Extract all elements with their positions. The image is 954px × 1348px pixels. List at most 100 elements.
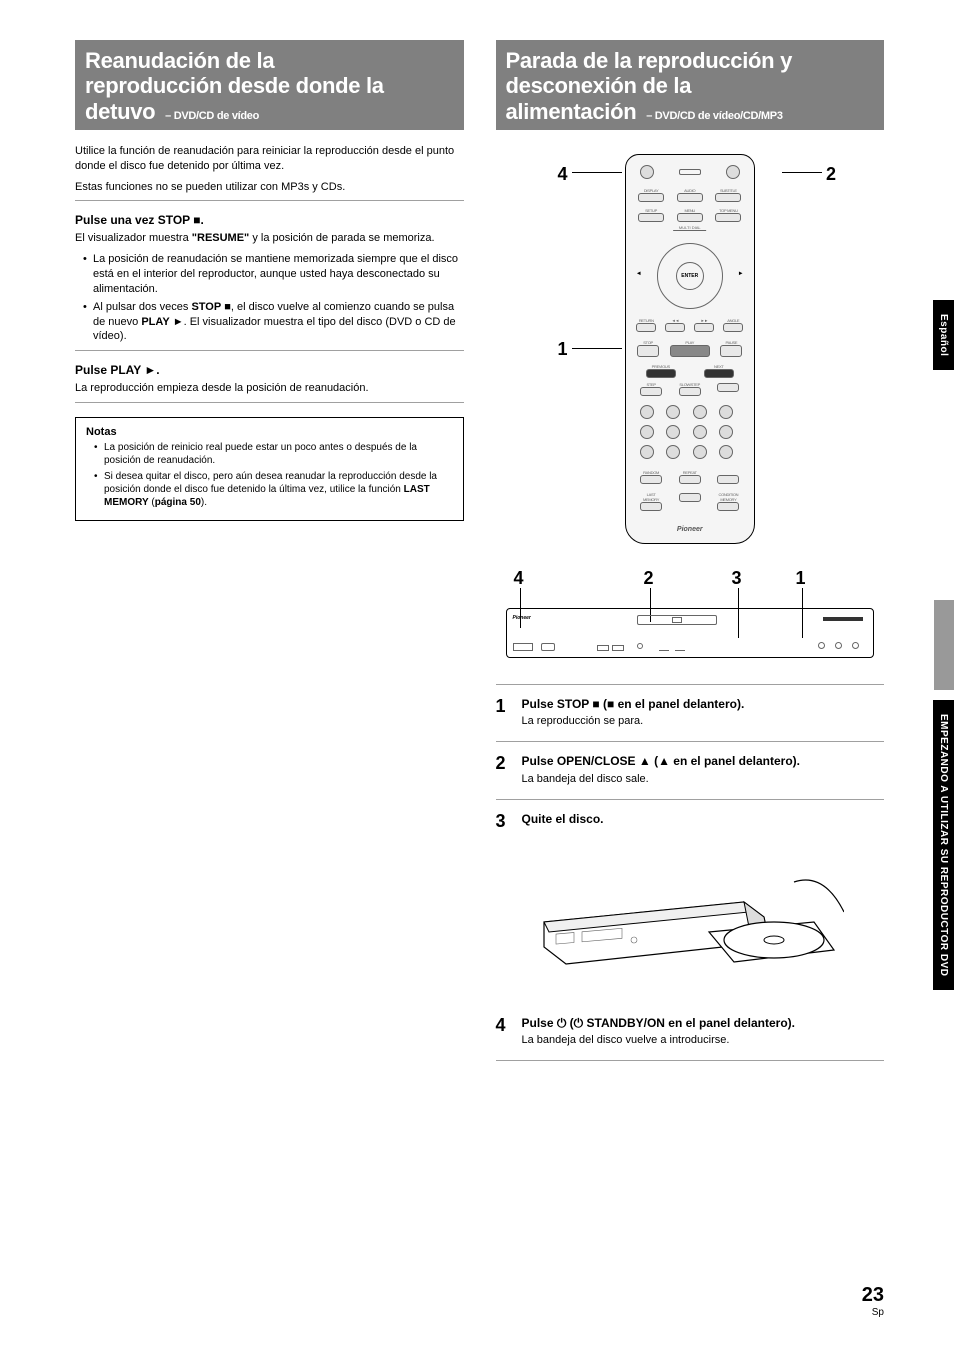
panel-button (835, 642, 842, 649)
enter-button: ENTER (676, 262, 704, 290)
left-column: Reanudación de la reproducción desde don… (75, 40, 464, 1073)
leader-line (572, 172, 622, 173)
note-2: Si desea quitar el disco, pero aún desea… (94, 470, 453, 509)
remote-button (679, 387, 701, 396)
numpad-button (666, 445, 680, 459)
right-title-2: desconexión de la (506, 73, 692, 98)
player-callout-2: 2 (644, 568, 654, 589)
nav-ring: ENTER (657, 243, 723, 309)
section-tab: EMPEZANDO A UTILIZAR SU REPRODUCTOR DVD (933, 700, 954, 990)
remote-button (640, 387, 662, 396)
open-close-button-icon (726, 165, 740, 179)
divider (496, 1060, 885, 1061)
leader-line (782, 172, 822, 173)
player-disc-svg (524, 842, 844, 1002)
remote-body: DISPLAY AUDIO SUBTITLE SETUP MENU TOP ME… (625, 154, 755, 544)
remote-button (717, 475, 739, 484)
left-section-header: Reanudación de la reproducción desde don… (75, 40, 464, 130)
callout-4: 4 (558, 164, 568, 185)
brand-label: Pioneer (677, 526, 703, 533)
left-step2-desc: La reproducción empieza desde la posició… (75, 381, 464, 396)
divider (75, 200, 464, 201)
right-subtitle: – DVD/CD de vídeo/CD/MP3 (646, 110, 782, 122)
divider (75, 402, 464, 403)
player-callout-4: 4 (514, 568, 524, 589)
player-diagram: 4 2 3 1 Pioneer (496, 568, 885, 678)
display-icon (672, 617, 682, 623)
steps-list: 1 Pulse STOP ■ (■ en el panel delantero)… (496, 697, 885, 1061)
callout-1: 1 (558, 339, 568, 360)
left-title-2: reproducción desde donde la (85, 73, 384, 98)
side-spacer (934, 600, 954, 690)
remote-diagram: 4 2 1 DISPLAY AUDIO SUBTITLE (496, 144, 885, 554)
numpad-button (693, 445, 707, 459)
left-step1-desc: El visualizador muestra "RESUME" y la po… (75, 231, 464, 246)
left-step1-heading: Pulse una vez STOP ■. (75, 213, 464, 227)
divider (496, 741, 885, 742)
remote-button (677, 213, 703, 222)
panel-button (637, 643, 643, 649)
step1-lead: Pulse STOP ■ (■ en el panel delantero). (522, 697, 885, 713)
remote-button (715, 193, 741, 202)
panel-button (612, 645, 624, 651)
notes-box: Notas La posición de reinicio real puede… (75, 417, 464, 521)
divider (75, 350, 464, 351)
remote-button (704, 369, 734, 378)
numpad-button (693, 405, 707, 419)
step4-sub: La bandeja del disco vuelve a introducir… (522, 1033, 885, 1048)
left-intro-2: Estas funciones no se pueden utilizar co… (75, 180, 464, 195)
step-2: 2 Pulse OPEN/CLOSE ▲ (▲ en el panel dela… (496, 754, 885, 786)
note-1: La posición de reinicio real puede estar… (94, 441, 453, 467)
left-bullets: La posición de reanudación se mantiene m… (75, 252, 464, 344)
panel-button (852, 642, 859, 649)
step-4: 4 Pulse ⏻ (⏻ STANDBY/ON en el panel dela… (496, 1016, 885, 1048)
page-number: 23 Sp (862, 1284, 884, 1318)
numpad-button (666, 405, 680, 419)
right-title-1: Parada de la reproducción y (506, 48, 793, 73)
player-callout-3: 3 (732, 568, 742, 589)
numpad-button (640, 405, 654, 419)
numpad-button (719, 445, 733, 459)
stop-button-icon (637, 345, 659, 357)
remote-button (679, 493, 701, 502)
remote-button (638, 213, 664, 222)
step3-lead: Quite el disco. (522, 812, 885, 828)
remote-button (646, 369, 676, 378)
disc-illustration (524, 842, 885, 1002)
player-callout-1: 1 (796, 568, 806, 589)
remote-button (679, 475, 701, 484)
remote-button (638, 193, 664, 202)
multi-dial-label: MULTI DIAL (673, 225, 707, 231)
left-title-3: detuvo (85, 99, 155, 124)
numpad-button (719, 425, 733, 439)
panel-button (675, 646, 685, 651)
remote-button (679, 169, 701, 175)
brand-label: Pioneer (513, 615, 531, 621)
left-step2-heading: Pulse PLAY ►. (75, 363, 464, 377)
numpad-button (666, 425, 680, 439)
remote-button (694, 323, 714, 332)
bullet-1: La posición de reanudación se mantiene m… (83, 252, 464, 297)
step2-sub: La bandeja del disco sale. (522, 772, 885, 787)
remote-button (640, 475, 662, 484)
panel-button (659, 646, 669, 651)
step-1: 1 Pulse STOP ■ (■ en el panel delantero)… (496, 697, 885, 729)
remote-button (715, 213, 741, 222)
nav-left-icon: ◄ (636, 271, 642, 277)
left-subtitle: – DVD/CD de vídeo (165, 110, 259, 122)
panel-button (541, 643, 555, 651)
step2-lead: Pulse OPEN/CLOSE ▲ (▲ en el panel delant… (522, 754, 885, 770)
right-section-header: Parada de la reproducción y desconexión … (496, 40, 885, 130)
step4-lead: Pulse ⏻ (⏻ STANDBY/ON en el panel delant… (522, 1016, 885, 1032)
left-intro-1: Utilice la función de reanudación para r… (75, 144, 464, 174)
remote-button (665, 323, 685, 332)
divider (496, 684, 885, 685)
right-column: Parada de la reproducción y desconexión … (496, 40, 885, 1073)
remote-button (636, 323, 656, 332)
player-body: Pioneer (506, 608, 875, 658)
pause-button-icon (720, 345, 742, 357)
numpad-button (693, 425, 707, 439)
left-title-1: Reanudación de la (85, 48, 274, 73)
remote-button (677, 193, 703, 202)
right-title-3: alimentación (506, 99, 637, 124)
